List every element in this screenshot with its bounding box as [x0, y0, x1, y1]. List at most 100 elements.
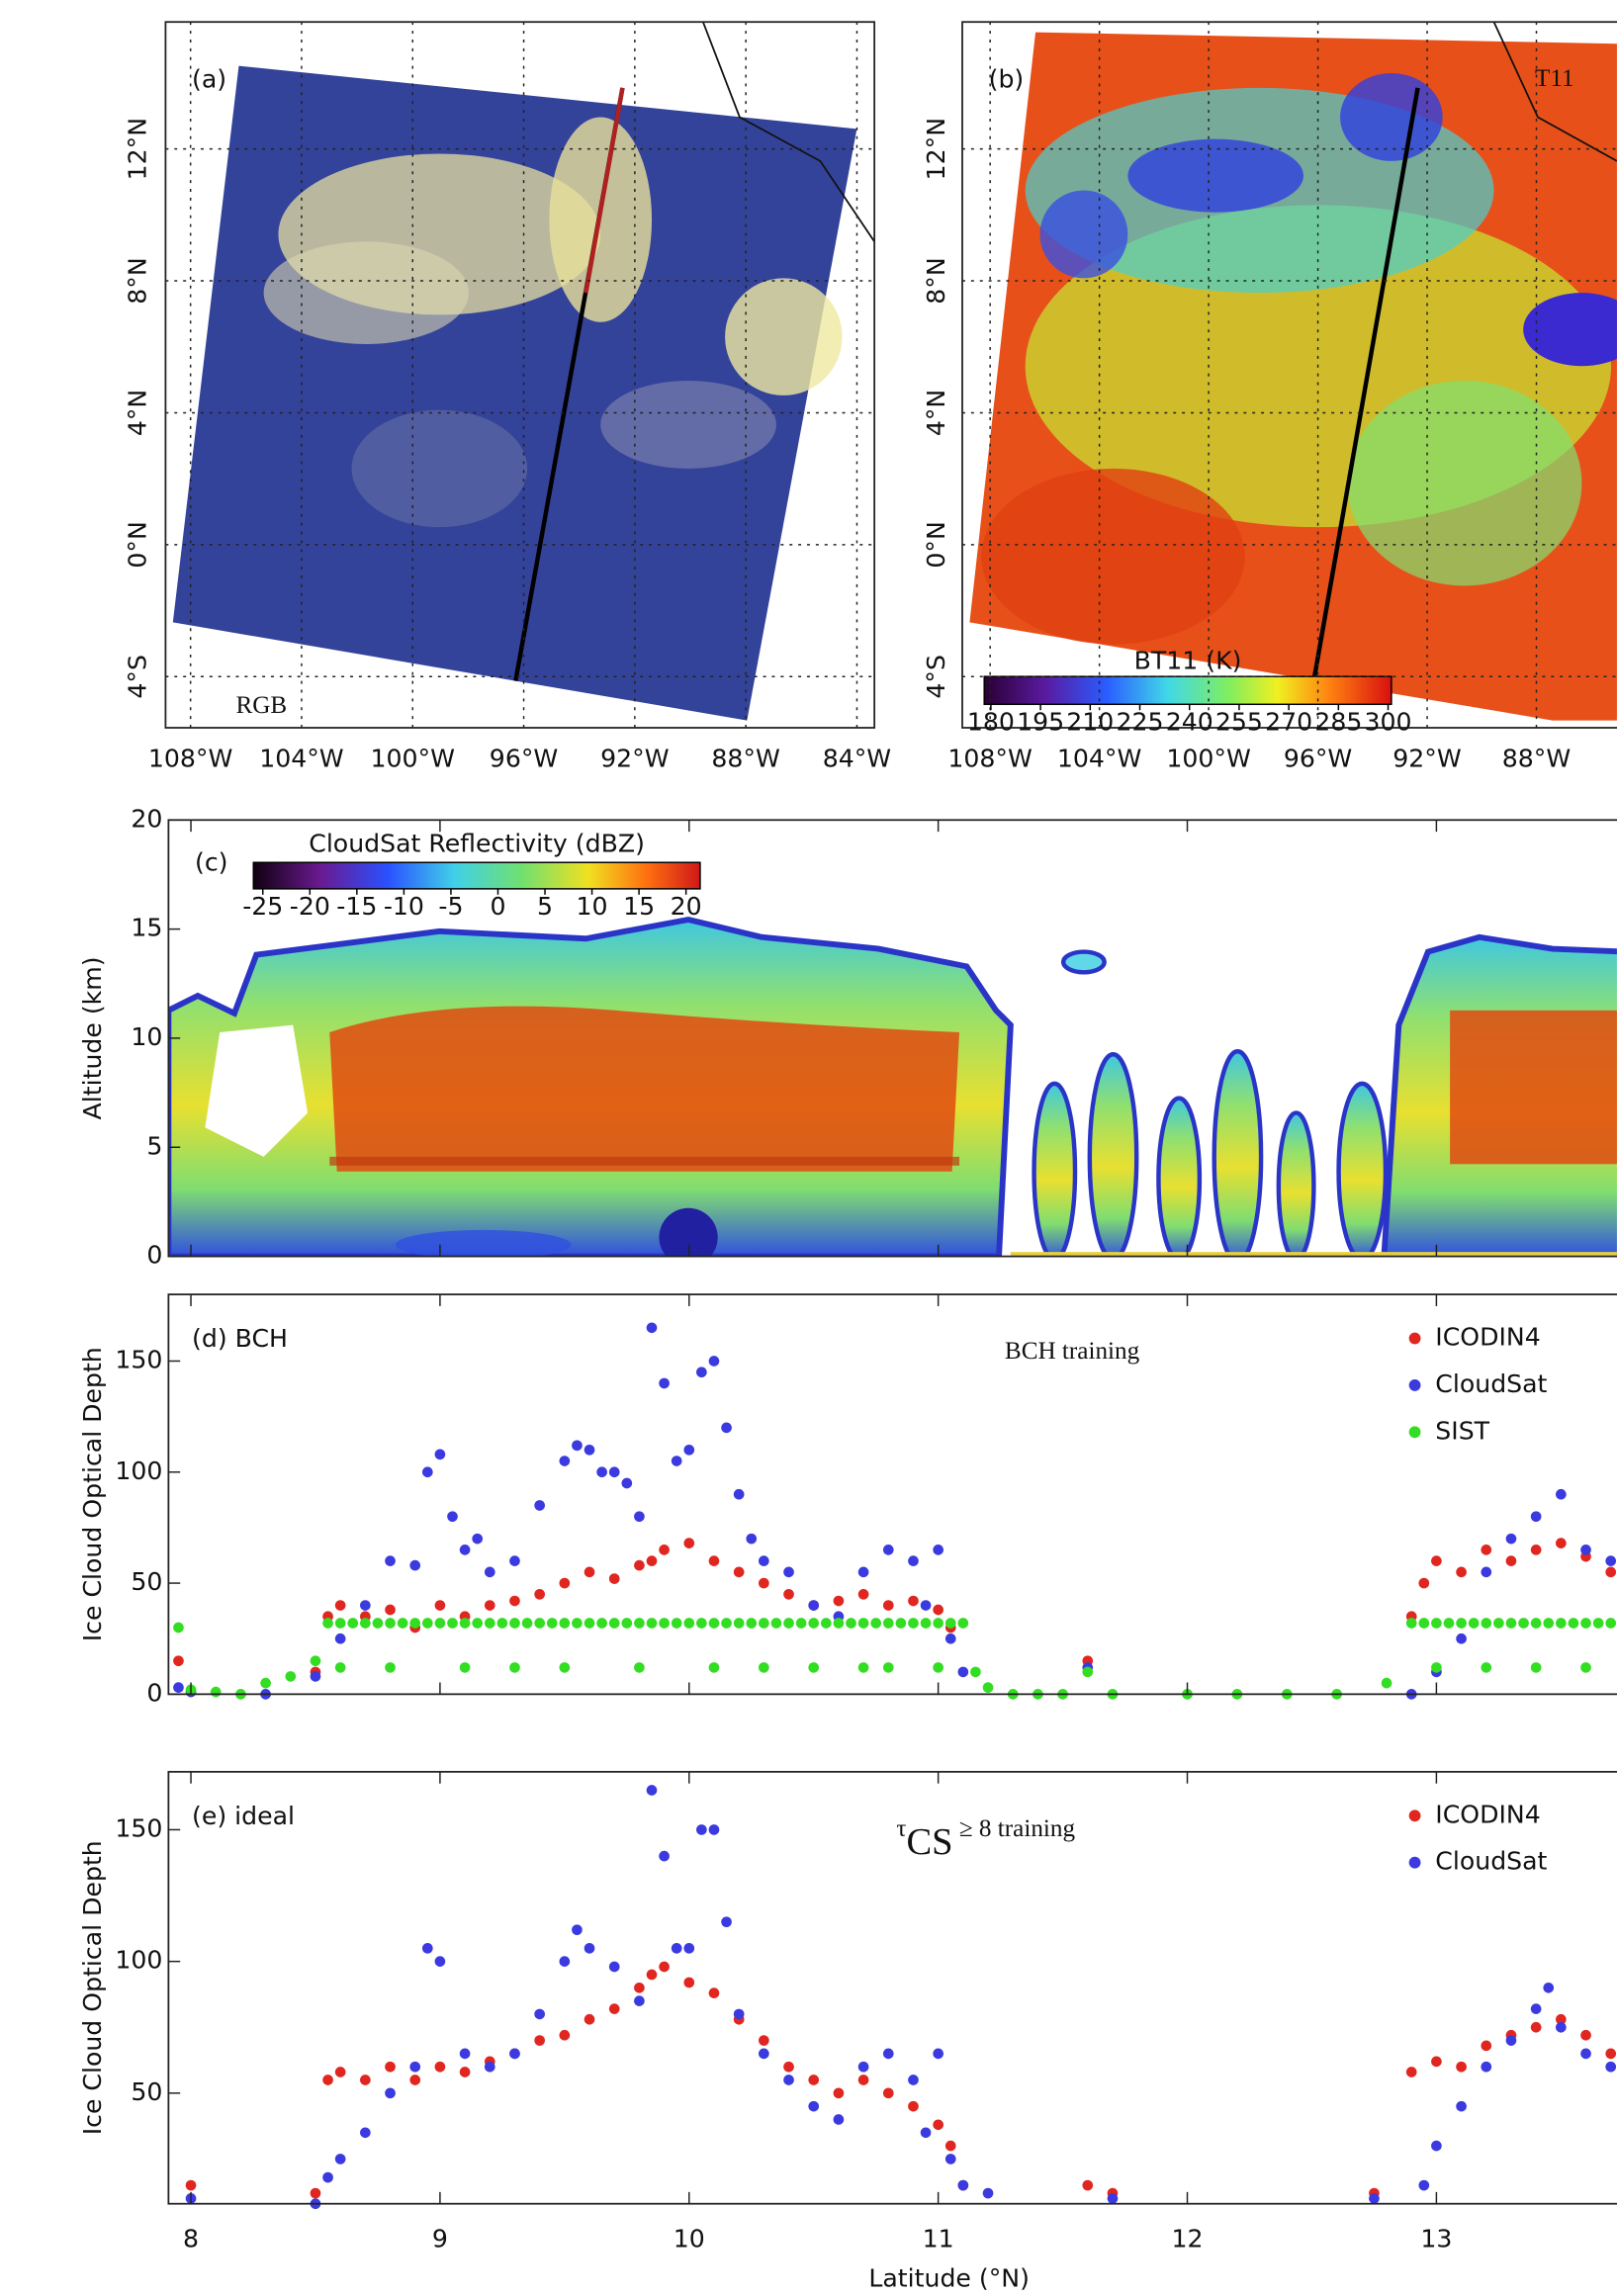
legend-marker [1408, 1856, 1421, 1869]
reflectivity-image [168, 916, 1617, 1257]
data-point [334, 1600, 346, 1611]
data-point [584, 1444, 595, 1456]
data-point [857, 2075, 869, 2085]
data-point [671, 1618, 682, 1629]
legend-marker [1408, 1810, 1421, 1822]
data-point [1418, 2179, 1430, 2191]
data-point [1456, 1566, 1467, 1578]
data-point [1530, 1511, 1542, 1523]
rgb-image [172, 22, 875, 721]
data-point [409, 2075, 421, 2085]
colorbar-tick-label: -25 [242, 892, 283, 921]
data-point [484, 1566, 495, 1578]
colorbar-label: CloudSat Reflectivity (dBZ) [309, 829, 645, 857]
data-point [360, 2075, 371, 2085]
data-point [820, 1618, 832, 1629]
data-point [459, 2048, 471, 2060]
data-point [1505, 1533, 1517, 1545]
data-point [385, 1604, 396, 1616]
data-point [908, 1618, 919, 1629]
data-point [646, 1555, 658, 1566]
x-tick-label: 104°W [1057, 745, 1142, 773]
data-point [696, 1367, 707, 1378]
data-point [933, 1545, 943, 1555]
corner-label: RGB [235, 692, 287, 719]
data-point [1580, 2048, 1591, 2060]
data-point [833, 2087, 845, 2099]
data-point [908, 1555, 919, 1566]
x-tick-label: 10 [674, 2225, 705, 2253]
data-point [933, 1662, 943, 1673]
data-point [833, 1595, 845, 1607]
data-point [584, 1618, 595, 1629]
data-point [857, 2061, 869, 2073]
colorbar-tick-label: 195 [1017, 708, 1064, 737]
x-tick-label: 100°W [1166, 745, 1251, 773]
colorbar-tick-label: 180 [967, 708, 1015, 737]
legend-label: SIST [1435, 1416, 1489, 1445]
annotation-part: τ [896, 1815, 906, 1842]
data-point [982, 2187, 994, 2199]
data-point [908, 2100, 919, 2112]
data-point [360, 1600, 371, 1611]
data-point [783, 2061, 794, 2073]
data-point [683, 1618, 695, 1629]
data-point [920, 2127, 932, 2139]
data-point [1505, 1555, 1517, 1566]
x-tick-label: 92°W [1392, 745, 1462, 773]
y-tick-label: 50 [131, 2077, 162, 2106]
data-point [584, 1942, 595, 1954]
data-point [944, 1618, 956, 1629]
data-point [933, 2119, 943, 2131]
data-point [759, 2048, 769, 2060]
colorbar-tick-label: 15 [623, 892, 655, 921]
x-tick-label: 108°W [148, 745, 233, 773]
data-point [509, 1618, 520, 1629]
y-axis-label: Ice Cloud Optical Depth [78, 1347, 107, 1641]
y-tick-label: 0°N [124, 521, 152, 568]
data-point [1556, 2021, 1567, 2033]
data-point [360, 1618, 371, 1629]
data-point [846, 1618, 856, 1629]
annotation: τCS ≥ 8 training [896, 1815, 1075, 1863]
data-point [957, 2179, 969, 2191]
data-point [808, 2100, 820, 2112]
bt11-colorbar [983, 675, 1392, 706]
data-point [659, 1618, 670, 1629]
bt11-image [969, 22, 1617, 721]
data-point [559, 1662, 571, 1673]
data-point [671, 1942, 682, 1954]
data-point [1556, 1618, 1567, 1629]
colorbar-tick-label: -15 [336, 892, 377, 921]
data-point [708, 1555, 720, 1566]
data-point [1405, 2067, 1417, 2077]
data-point [721, 1422, 732, 1434]
data-point [882, 1618, 894, 1629]
data-point [608, 1618, 620, 1629]
data-point [857, 1618, 869, 1629]
y-axis-label: Ice Cloud Optical Depth [78, 1840, 107, 2135]
data-point [634, 1995, 645, 2006]
data-point [459, 1662, 471, 1673]
y-tick-label: 12°N [922, 118, 950, 180]
y-tick-label: 0 [146, 1678, 162, 1707]
colorbar-tick-label: 0 [490, 892, 505, 921]
data-point [596, 1618, 607, 1629]
data-point [1456, 1633, 1467, 1644]
data-point [1431, 1618, 1442, 1629]
data-point [584, 2013, 595, 2025]
data-point [173, 1622, 184, 1634]
data-point [1530, 2021, 1542, 2033]
x-tick-label: 9 [432, 2225, 448, 2253]
data-point [1456, 2061, 1467, 2073]
data-point [421, 1618, 433, 1629]
data-point [559, 1618, 571, 1629]
data-point [634, 1618, 645, 1629]
data-point [1605, 1618, 1617, 1629]
data-point [509, 1662, 520, 1673]
data-point [659, 1961, 670, 1973]
data-point [908, 2075, 919, 2085]
data-point [385, 1662, 396, 1673]
data-point [1431, 1662, 1442, 1673]
